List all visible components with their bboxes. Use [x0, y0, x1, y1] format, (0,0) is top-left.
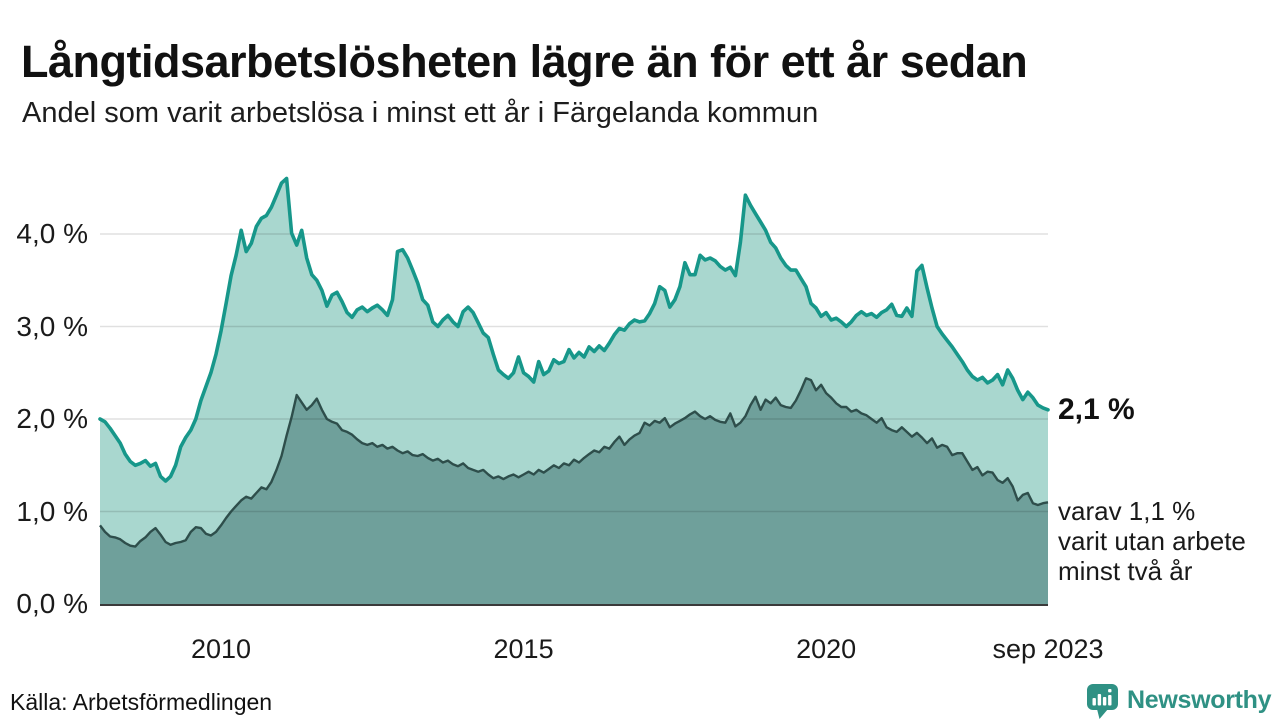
newsworthy-logo: Newsworthy [1086, 683, 1272, 719]
line-unemployed-one-year [98, 176, 1050, 483]
x-tick-label-2015: 2015 [493, 634, 554, 664]
y-tick-label-1: 1,0 % [16, 495, 88, 527]
x-tick-label-2010: 2010 [190, 634, 252, 664]
page-title: Långtidsarbetslösheten lägre än för ett … [21, 36, 1028, 88]
brand-name: Newsworthy [1127, 686, 1272, 714]
x-tick-label-sep-2023: sep 2023 [992, 634, 1104, 664]
area-unemployed-two-years [100, 378, 1048, 604]
y-tick-label-2: 2,0 % [16, 403, 88, 434]
line-unemployed-two-years [99, 377, 1049, 548]
source-note: Källa: Arbetsförmedlingen [10, 689, 273, 715]
newsworthy-speech-bubble-bar-chart-icon [1087, 684, 1118, 719]
y-tick-label-3: 3,0 % [16, 310, 88, 342]
y-tick-label-0: 0,0 % [16, 588, 88, 619]
annotation-latest-value: 2,1 % [1058, 392, 1135, 426]
annotation-two-year-value: varav 1,1 % varit utan arbete minst två … [1058, 496, 1246, 587]
y-tick-label-4: 4,0 % [16, 218, 88, 249]
x-tick-label-2020: 2020 [796, 634, 857, 664]
chart-subtitle: Andel som varit arbetslösa i minst ett å… [22, 97, 819, 129]
